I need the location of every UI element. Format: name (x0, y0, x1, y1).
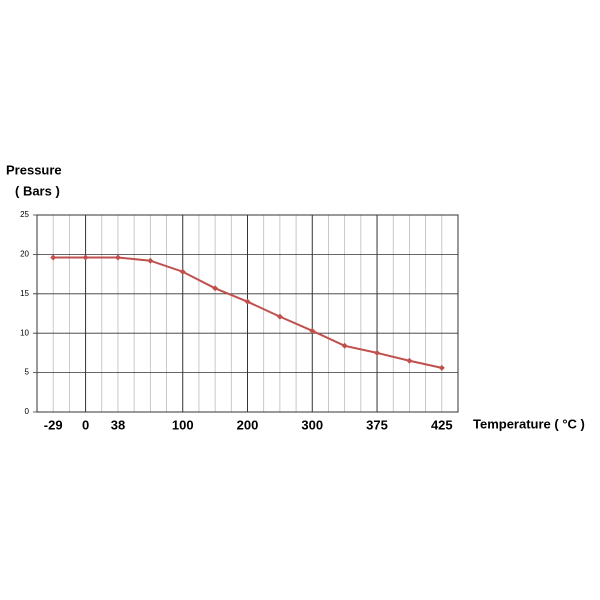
x-tick-label: 0 (82, 417, 89, 432)
y-tick-label: 15 (20, 289, 29, 298)
y-axis-label: ( Bars ) (15, 183, 60, 198)
data-point (114, 254, 121, 261)
y-tick-label: 5 (25, 368, 30, 377)
x-tick-label: 375 (366, 417, 388, 432)
data-point (341, 342, 348, 349)
y-axis-label: Pressure (6, 162, 62, 177)
data-point (276, 313, 283, 320)
data-point (50, 254, 57, 261)
data-point (309, 327, 316, 334)
x-tick-label: 100 (172, 417, 194, 432)
data-point (406, 357, 413, 364)
x-tick-label: 425 (431, 417, 453, 432)
data-point (212, 285, 219, 292)
data-point (179, 268, 186, 275)
x-tick-label: 38 (111, 417, 125, 432)
data-point (82, 254, 89, 261)
y-tick-label: 0 (25, 407, 30, 416)
data-point (438, 364, 445, 371)
data-point (147, 257, 154, 264)
x-tick-label: 200 (237, 417, 259, 432)
y-tick-label: 20 (20, 250, 29, 259)
data-point (374, 349, 381, 356)
x-tick-label: 300 (301, 417, 323, 432)
plot-frame (36, 214, 459, 413)
y-tick-label: 25 (20, 210, 29, 219)
data-point (244, 298, 251, 305)
x-axis-label: Temperature ( °C ) (473, 416, 585, 431)
x-tick-label: -29 (44, 417, 63, 432)
y-tick-label: 10 (20, 328, 29, 337)
